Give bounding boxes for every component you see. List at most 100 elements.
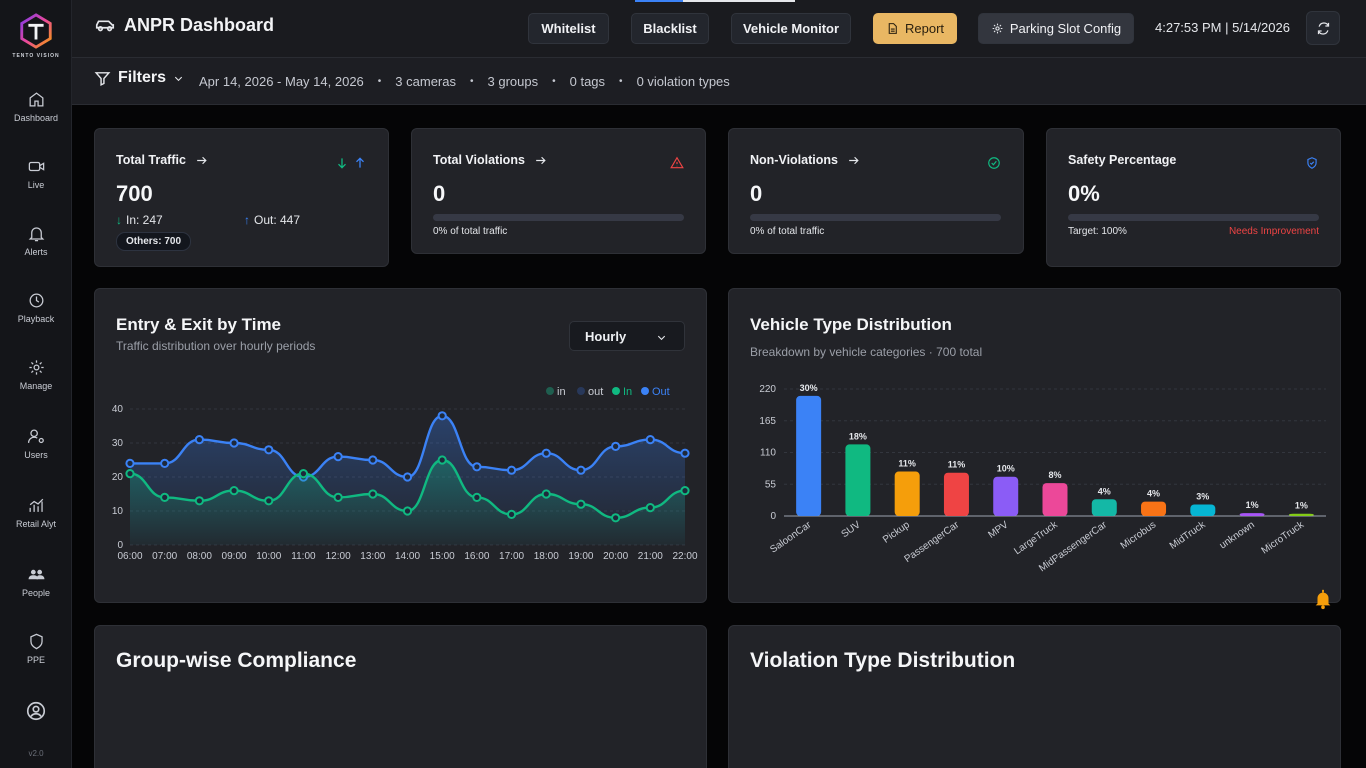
bell-icon bbox=[28, 227, 44, 242]
sidebar-item-profile[interactable] bbox=[0, 700, 72, 726]
home-icon bbox=[29, 92, 43, 107]
x-tick-label: SaloonCar bbox=[768, 519, 814, 555]
filter-violation-types: 0 violation types bbox=[636, 74, 730, 89]
total-traffic-title-text: Total Traffic bbox=[116, 153, 186, 167]
bar-value-label: 30% bbox=[800, 383, 818, 393]
data-point bbox=[264, 445, 274, 455]
refresh-button[interactable] bbox=[1306, 11, 1340, 45]
blacklist-button[interactable]: Blacklist bbox=[631, 13, 709, 44]
sidebar-item-people[interactable]: People bbox=[0, 565, 72, 598]
sidebar-item-retail[interactable]: Retail Alyt bbox=[0, 496, 72, 529]
traffic-out-text: Out: 447 bbox=[254, 213, 301, 227]
gear-icon bbox=[992, 23, 1003, 34]
total-traffic-title[interactable]: Total Traffic bbox=[116, 153, 208, 167]
arrow-down-icon bbox=[338, 158, 346, 169]
parking-slot-config-button[interactable]: Parking Slot Config bbox=[978, 13, 1134, 44]
sidebar-item-users[interactable]: Users bbox=[0, 427, 72, 460]
legend-label: out bbox=[588, 386, 603, 398]
data-point bbox=[645, 435, 655, 445]
x-tick-label: 09:00 bbox=[222, 551, 247, 562]
sidebar-item-label: Playback bbox=[17, 314, 55, 324]
safety-title: Safety Percentage bbox=[1068, 153, 1177, 167]
refresh-icon bbox=[1317, 21, 1329, 35]
gear-icon bbox=[28, 360, 44, 375]
vehicle-type-chart: 0 55 110 165 220 30% SaloonCar 18% SUV 11% Pickup 1… bbox=[759, 383, 1326, 574]
data-point bbox=[298, 469, 309, 479]
logo-text: TENTO VISION bbox=[12, 53, 60, 59]
vehicle-type-panel: Vehicle Type Distribution Breakdown by v… bbox=[728, 288, 1341, 603]
data-point bbox=[194, 435, 204, 445]
shield-check-icon bbox=[1307, 157, 1317, 169]
data-point bbox=[611, 513, 621, 523]
data-point bbox=[125, 469, 135, 479]
non-violations-card[interactable]: Non-Violations 0 0% of total traffic bbox=[728, 128, 1024, 254]
sidebar-item-label: Manage bbox=[19, 381, 53, 391]
page-title-text: ANPR Dashboard bbox=[124, 14, 275, 35]
x-tick-label: 13:00 bbox=[360, 551, 385, 562]
legend-label: in bbox=[557, 386, 566, 398]
data-point bbox=[645, 503, 655, 513]
brand-logo: TENTO VISION bbox=[0, 12, 72, 59]
total-violations-title-text: Total Violations bbox=[433, 153, 525, 167]
non-violations-title[interactable]: Non-Violations bbox=[750, 153, 860, 167]
arrow-right-icon bbox=[849, 156, 859, 164]
sidebar-item-alerts[interactable]: Alerts bbox=[0, 224, 72, 257]
data-point bbox=[333, 452, 343, 462]
whitelist-button[interactable]: Whitelist bbox=[528, 13, 609, 44]
sidebar-item-ppe[interactable]: PPE bbox=[0, 632, 72, 665]
sidebar-item-playback[interactable]: Playback bbox=[0, 291, 72, 324]
bar-largetruck bbox=[1042, 483, 1068, 516]
vehicle-monitor-button[interactable]: Vehicle Monitor bbox=[731, 13, 851, 44]
sidebar-item-dashboard[interactable]: Dashboard bbox=[0, 90, 72, 123]
y-tick-label: 165 bbox=[759, 416, 776, 427]
bar-midpassengercar bbox=[1091, 499, 1117, 516]
y-tick-label: 30 bbox=[112, 438, 124, 449]
total-violations-card[interactable]: Total Violations 0 0% of total traffic bbox=[411, 128, 706, 254]
sidebar-item-live[interactable]: Live bbox=[0, 157, 72, 190]
entry-exit-chart: 0 10 20 30 40 06:00 07:00 08:00 09:00 10:00 11:00 1… bbox=[112, 386, 698, 562]
bar-midtruck bbox=[1190, 504, 1216, 516]
filter-summary: Apr 14, 2026 - May 14, 2026 • 3 cameras … bbox=[199, 74, 730, 89]
x-tick-label: PassengerCar bbox=[903, 519, 962, 565]
data-point bbox=[264, 496, 274, 506]
data-point bbox=[402, 506, 413, 516]
sidebar-item-manage[interactable]: Manage bbox=[0, 358, 72, 391]
x-tick-label: MicroTruck bbox=[1260, 519, 1307, 557]
data-point bbox=[125, 458, 135, 468]
total-traffic-card[interactable]: Total Traffic 700 ↓ In: 247 ↑ Out: 447 O… bbox=[94, 128, 389, 267]
filters-toggle[interactable]: Filters bbox=[94, 69, 184, 87]
x-tick-label: Microbus bbox=[1119, 519, 1159, 551]
x-tick-label: 11:00 bbox=[291, 551, 316, 562]
data-point bbox=[680, 486, 690, 496]
x-tick-label: MPV bbox=[986, 519, 1010, 541]
top-bar: ANPR Dashboard Whitelist Blacklist Vehic… bbox=[72, 0, 1366, 58]
violation-type-title: Violation Type Distribution bbox=[750, 649, 1016, 672]
chart-icon bbox=[29, 498, 43, 512]
notification-bell-icon[interactable] bbox=[1312, 587, 1334, 611]
x-tick-label: 12:00 bbox=[326, 551, 351, 562]
sidebar-item-label: Users bbox=[24, 450, 48, 460]
bar-value-label: 18% bbox=[849, 431, 867, 441]
camera-icon bbox=[28, 161, 44, 172]
y-tick-label: 55 bbox=[765, 479, 777, 490]
non-violations-share: 0% of total traffic bbox=[750, 226, 825, 237]
data-point bbox=[576, 465, 586, 475]
y-tick-label: 10 bbox=[112, 506, 124, 517]
user-gear-icon bbox=[27, 429, 44, 444]
entry-exit-subtitle: Traffic distribution over hourly periods bbox=[116, 339, 316, 353]
series-area-in bbox=[130, 460, 685, 545]
data-point bbox=[229, 486, 239, 496]
granularity-select[interactable]: Hourly bbox=[569, 321, 685, 351]
sidebar-item-label: PPE bbox=[26, 655, 45, 665]
data-point bbox=[194, 496, 204, 506]
data-point bbox=[437, 411, 447, 421]
y-tick-label: 110 bbox=[760, 448, 776, 459]
bar-unknown bbox=[1239, 513, 1265, 516]
filter-date-range: Apr 14, 2026 - May 14, 2026 bbox=[199, 74, 364, 89]
data-point bbox=[680, 448, 690, 458]
total-violations-title[interactable]: Total Violations bbox=[433, 153, 547, 167]
traffic-out: ↑ Out: 447 bbox=[244, 213, 300, 227]
x-tick-label: 08:00 bbox=[187, 551, 212, 562]
x-tick-label: 07:00 bbox=[152, 551, 177, 562]
report-button[interactable]: Report bbox=[873, 13, 957, 44]
